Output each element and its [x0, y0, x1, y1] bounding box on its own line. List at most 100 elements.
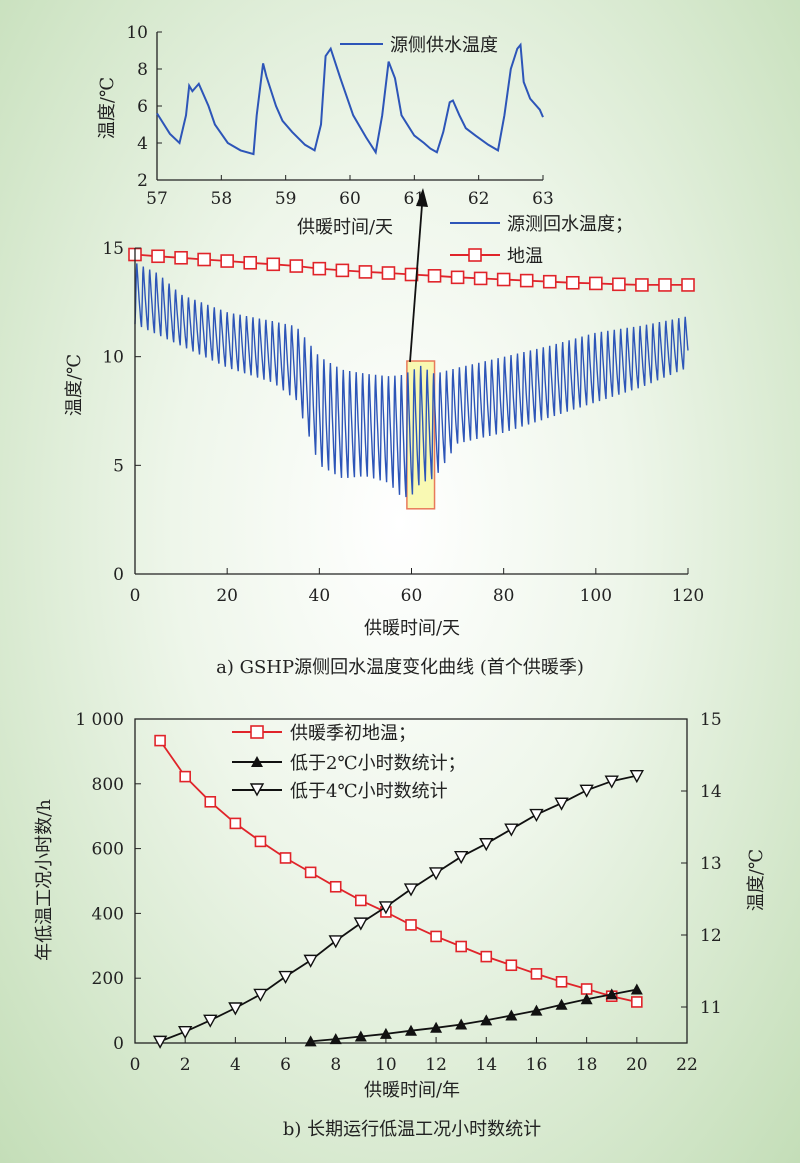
- below2-marker: [530, 1004, 543, 1016]
- below4-marker: [454, 851, 469, 865]
- below2-marker: [630, 983, 643, 995]
- bottom-x-tick-label: 16: [526, 1055, 548, 1075]
- bottom-x-tick-label: 10: [375, 1055, 397, 1075]
- ground-temp-marker: [612, 277, 626, 292]
- main-legend-label-return: 源测回水温度；: [507, 214, 633, 235]
- below4-marker: [378, 901, 394, 915]
- bottom-x-tick-label: 4: [230, 1055, 241, 1075]
- bottom-x-tick-label: 0: [130, 1055, 141, 1075]
- bottom-x-tick-label: 2: [180, 1055, 191, 1075]
- ground-temp-series: [128, 247, 695, 292]
- below2-marker: [580, 993, 593, 1005]
- ground-temp-marker: [635, 278, 649, 292]
- bottom-right-tick-label: 13: [700, 854, 722, 874]
- ground-init-marker: [580, 983, 593, 995]
- bottom-x-tick-label: 14: [475, 1055, 497, 1075]
- below2-marker: [555, 998, 568, 1010]
- caption-a: a) GSHP源侧回水温度变化曲线 (首个供暖季): [216, 657, 584, 678]
- main-x-tick-label: 20: [216, 586, 238, 606]
- main-y-axis-label: 温度/℃: [64, 354, 85, 416]
- main-x-tick-label: 0: [130, 586, 141, 606]
- ground-temp-marker: [681, 278, 695, 292]
- below4-marker: [479, 838, 494, 852]
- below4-marker: [228, 1002, 243, 1016]
- bottom-left-axis-label: 年低温工况小时数/h: [34, 799, 55, 961]
- bottom-left-tick-label: 600: [92, 840, 124, 860]
- below2-marker: [455, 1018, 468, 1030]
- bottom-x-tick-label: 12: [425, 1055, 447, 1075]
- ground-temp-marker: [243, 255, 258, 270]
- bottom-x-tick-label: 20: [626, 1055, 648, 1075]
- ground-temp-marker: [289, 259, 304, 273]
- main-x-tick-label: 80: [493, 586, 515, 606]
- below4-marker: [353, 917, 368, 931]
- ground-init-marker: [530, 968, 543, 980]
- inset-y-tick-label: 10: [126, 23, 148, 43]
- caption-b: b) 长期运行低温工况小时数统计: [283, 1119, 541, 1140]
- inset-y-tick-label: 4: [137, 134, 148, 154]
- bottom-right-tick-label: 12: [700, 926, 722, 946]
- main-x-tick-label: 100: [580, 586, 612, 606]
- ground-temp-marker: [658, 278, 672, 292]
- below4-marker: [178, 1025, 193, 1040]
- ground-temp-marker: [381, 266, 396, 280]
- ground-init-marker: [329, 880, 342, 893]
- main-x-tick-label: 120: [672, 586, 704, 606]
- bottom-x-tick-label: 8: [330, 1055, 341, 1075]
- main-chart: 0 20 40 60 80 100 120 0 5 10 15 温度/℃ 供暖时间/天 源测回水温度…: [64, 188, 704, 678]
- inset-x-tick-label: 59: [275, 189, 297, 209]
- ground-temp-marker: [473, 271, 488, 286]
- ground-temp-marker: [358, 265, 373, 279]
- return-temp-line: [134, 263, 689, 498]
- below4-marker: [152, 1035, 168, 1049]
- bottom-right-tick-label: 15: [700, 710, 722, 730]
- below4-marker: [428, 867, 444, 881]
- inset-legend-label: 源侧供水温度: [390, 35, 498, 56]
- ground-init-marker: [279, 852, 292, 864]
- ground-init-marker: [480, 950, 493, 963]
- main-y-tick-label: 15: [102, 239, 124, 259]
- below4-marker: [629, 770, 644, 784]
- ground-init-marker: [204, 795, 217, 808]
- bottom-left-tick-label: 1 000: [75, 710, 124, 730]
- main-x-tick-label: 40: [309, 586, 331, 606]
- ground-temp-marker: [220, 254, 234, 268]
- inset-y-tick-label: 8: [137, 60, 148, 80]
- ground-init-marker: [430, 930, 442, 943]
- ground-temp-marker: [519, 273, 534, 288]
- ground-temp-marker: [266, 257, 281, 272]
- bottom-ticks: 0 2 4 6 8 10 12 14 16 18 20 22 0 200 400 600 800 1 000 11 1…: [75, 710, 721, 1075]
- ground-temp-marker: [197, 252, 211, 267]
- legend-label-below2: 低于2℃小时数统计；: [290, 753, 466, 774]
- bottom-series-line: [310, 988, 637, 1043]
- inset-x-tick-label: 62: [468, 189, 490, 209]
- inset-x-tick-label: 60: [339, 189, 361, 209]
- ground-init-marker: [555, 975, 568, 988]
- below4-marker: [529, 808, 544, 823]
- inset-y-tick-label: 2: [137, 171, 148, 191]
- bottom-left-tick-label: 800: [92, 775, 124, 795]
- inset-legend: 源侧供水温度: [340, 35, 498, 56]
- main-x-tick-label: 60: [401, 586, 423, 606]
- main-legend: 源测回水温度； 地温: [450, 214, 633, 267]
- bottom-chart: 0 2 4 6 8 10 12 14 16 18 20 22 0 200 400 600 800 1 000 11 1…: [34, 710, 767, 1140]
- legend-marker-ground-init: [250, 725, 264, 739]
- inset-x-tick-label: 63: [532, 189, 554, 209]
- zoom-arrow-head: [416, 188, 428, 207]
- below4-marker: [328, 935, 343, 949]
- below2-marker: [430, 1021, 443, 1033]
- bottom-series-line: [159, 774, 637, 1043]
- legend-marker-below4: [249, 783, 265, 797]
- below2-marker: [405, 1024, 417, 1036]
- inset-x-tick-label: 57: [146, 189, 168, 209]
- ground-temp-marker: [427, 269, 442, 283]
- main-y-tick-label: 5: [113, 456, 124, 476]
- ground-temp-marker: [496, 272, 511, 287]
- ground-init-marker: [254, 835, 267, 848]
- bottom-x-tick-label: 22: [676, 1055, 698, 1075]
- ground-temp-marker: [565, 275, 580, 290]
- below2-marker: [329, 1033, 342, 1045]
- ground-init-marker: [631, 996, 643, 1008]
- ground-init-marker: [304, 866, 317, 879]
